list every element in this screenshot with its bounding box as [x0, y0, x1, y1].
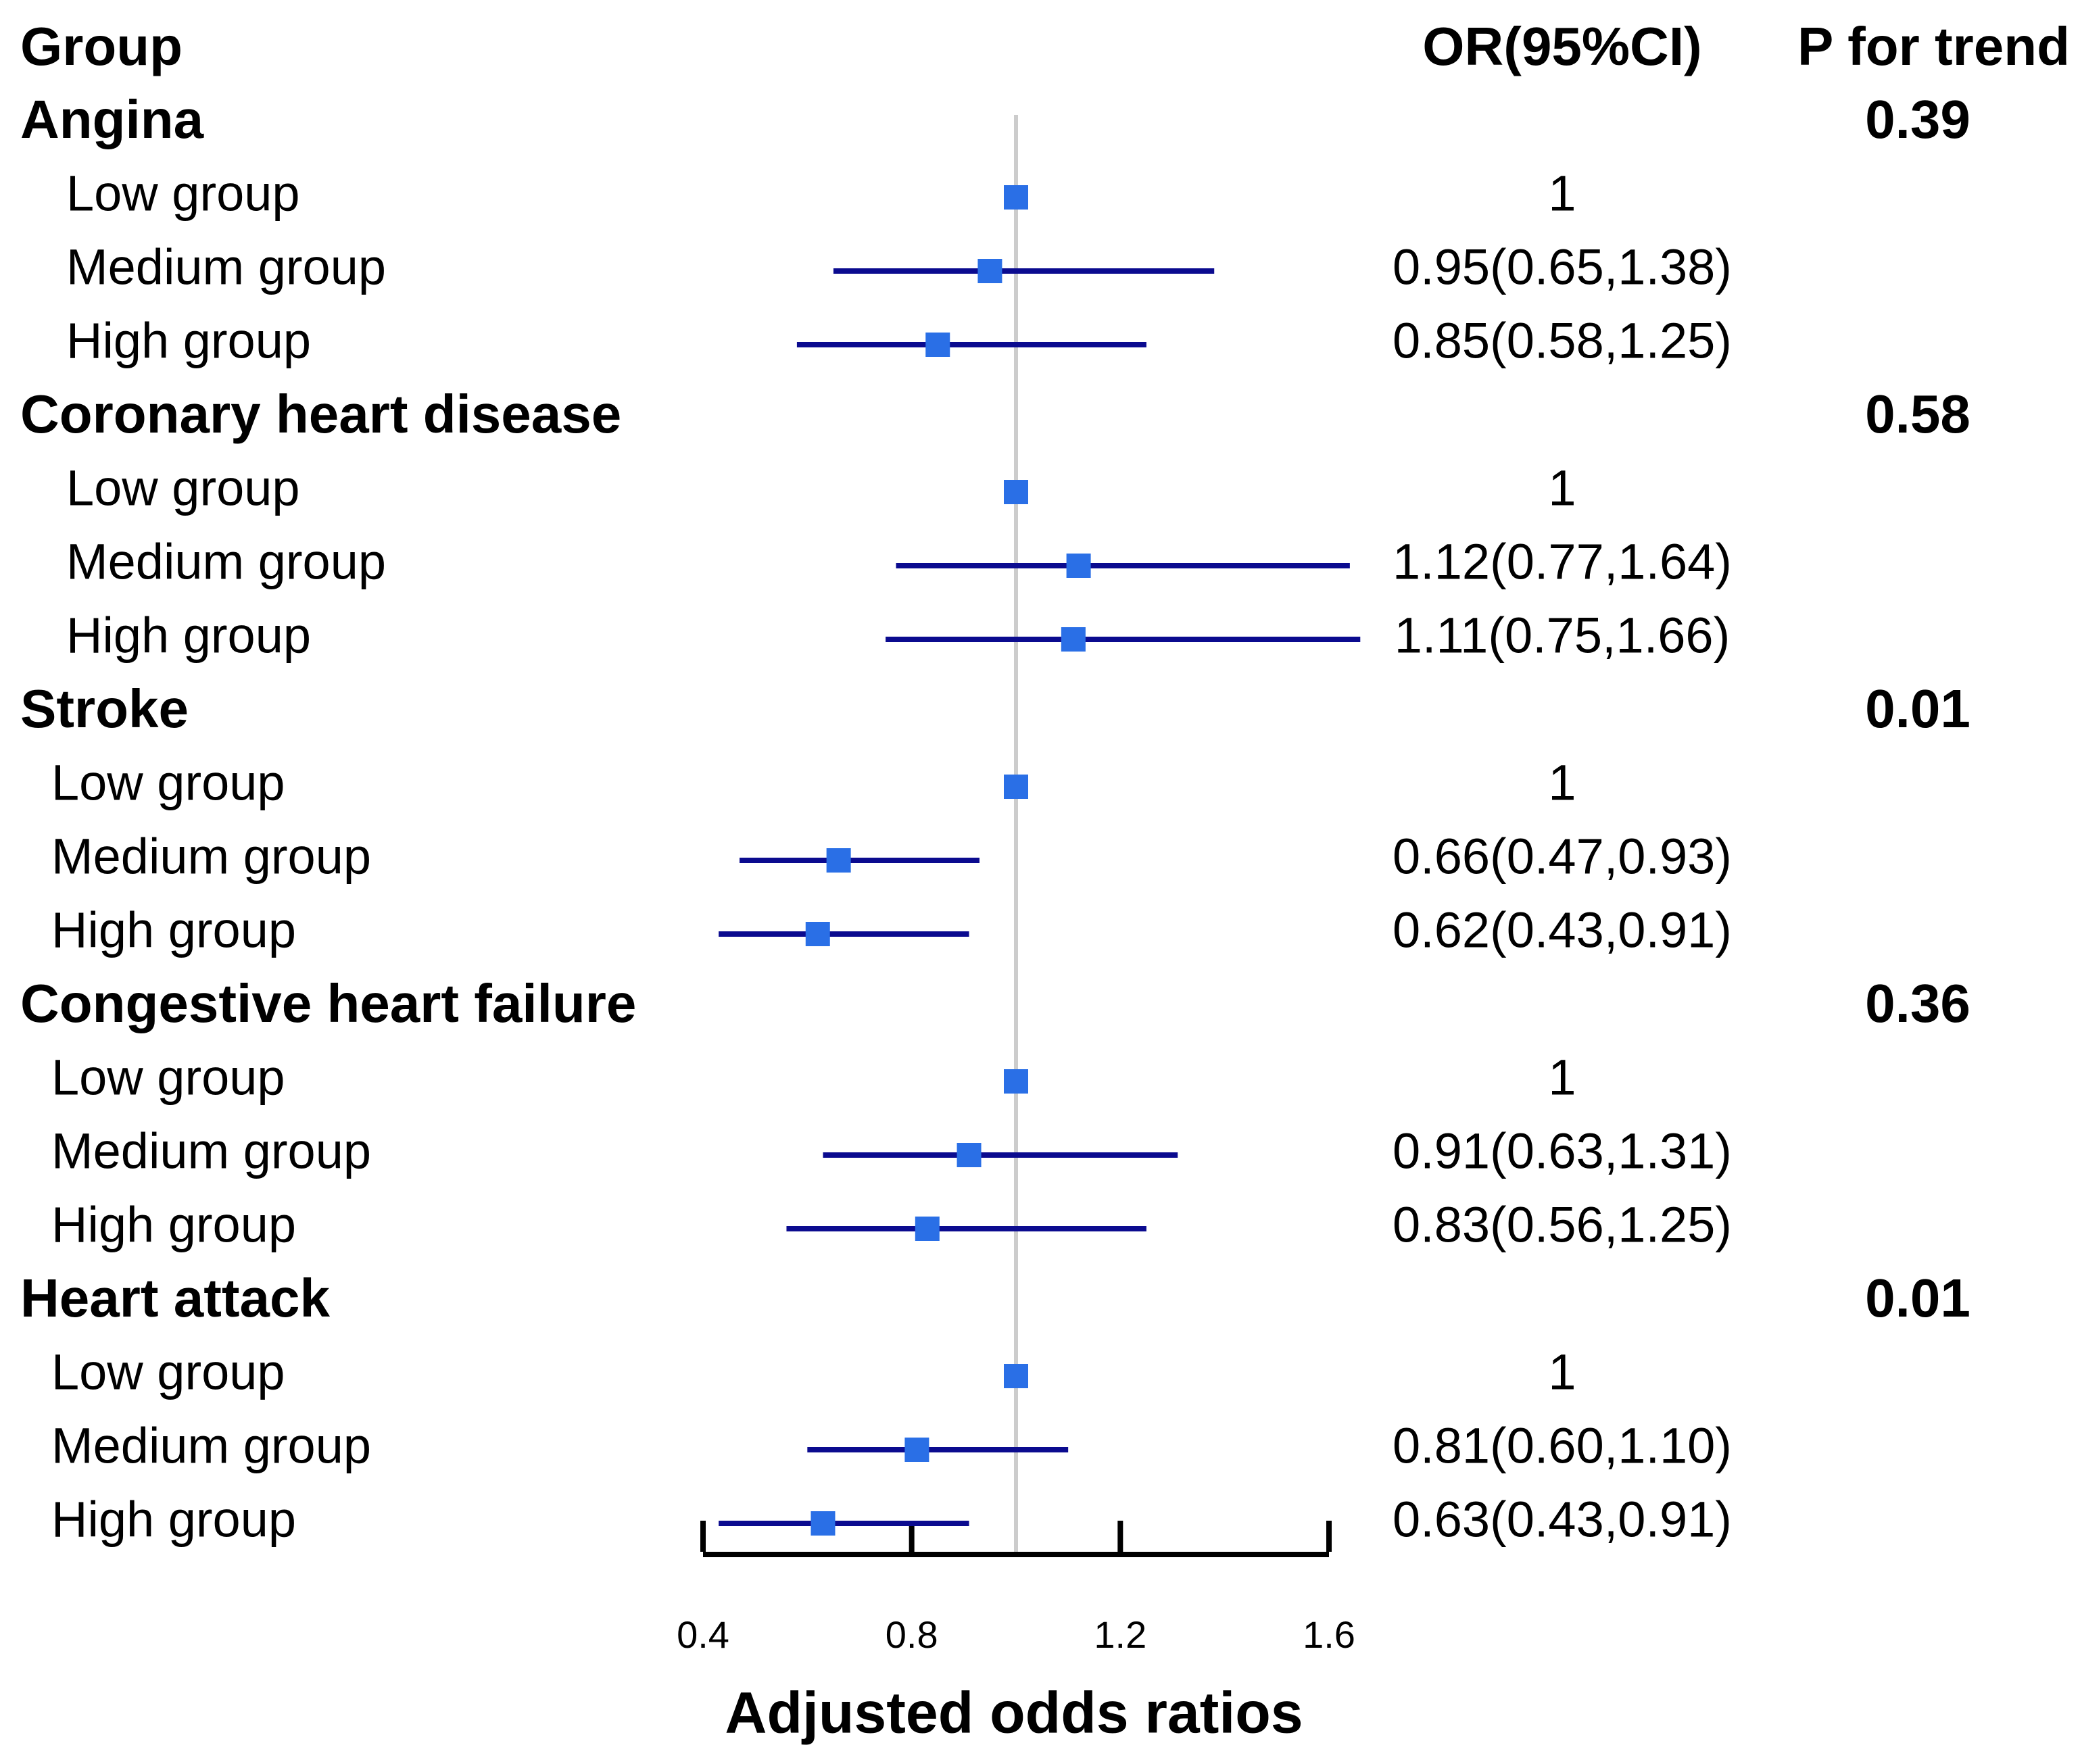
or-marker — [1004, 1069, 1028, 1094]
row-label: Medium group — [51, 1123, 371, 1179]
or-label: 0.85(0.58,1.25) — [1393, 313, 1732, 369]
or-marker — [811, 1511, 836, 1536]
or-marker — [1066, 554, 1091, 578]
or-marker — [904, 1438, 929, 1462]
row-label: Medium group — [51, 829, 371, 885]
row-label: High group — [51, 902, 296, 958]
or-label: 0.62(0.43,0.91) — [1393, 902, 1732, 958]
or-label: 1.11(0.75,1.66) — [1395, 608, 1730, 664]
row-label: High group — [66, 313, 311, 369]
row-label: Low group — [66, 166, 300, 222]
x-tick-label: 0.4 — [677, 1613, 729, 1656]
or-marker — [1004, 185, 1028, 210]
or-label: 1 — [1548, 166, 1576, 222]
or-label: 0.95(0.65,1.38) — [1393, 239, 1732, 295]
or-marker — [805, 922, 830, 946]
or-label: 0.91(0.63,1.31) — [1393, 1123, 1732, 1179]
or-marker — [1004, 775, 1028, 799]
group-label: Heart attack — [20, 1268, 331, 1328]
or-label: 1.12(0.77,1.64) — [1393, 534, 1732, 590]
or-marker — [826, 848, 851, 873]
p-trend: 0.01 — [1865, 1268, 1970, 1328]
group-label: Coronary heart disease — [20, 384, 621, 444]
or-marker — [1061, 627, 1086, 652]
or-label: 0.66(0.47,0.93) — [1393, 829, 1732, 885]
or-label: 1 — [1548, 1050, 1576, 1106]
row-label: Low group — [51, 1344, 285, 1400]
column-header: OR(95%CI) — [1422, 16, 1701, 76]
row-label: Medium group — [51, 1418, 371, 1474]
row-label: Medium group — [66, 239, 386, 295]
or-marker — [957, 1143, 982, 1167]
or-label: 0.81(0.60,1.10) — [1393, 1418, 1732, 1474]
or-marker — [915, 1217, 940, 1241]
or-label: 1 — [1548, 755, 1576, 811]
row-label: Low group — [66, 460, 300, 516]
row-label: High group — [66, 608, 311, 664]
or-marker — [1004, 480, 1028, 504]
or-marker — [1004, 1364, 1028, 1388]
p-trend: 0.01 — [1865, 679, 1970, 739]
group-label: Angina — [20, 89, 204, 149]
x-axis-label: Adjusted odds ratios — [725, 1681, 1303, 1746]
row-label: High group — [51, 1492, 296, 1548]
or-label: 0.83(0.56,1.25) — [1393, 1197, 1732, 1253]
x-tick-label: 0.8 — [886, 1613, 938, 1656]
or-label: 1 — [1548, 460, 1576, 516]
row-label: Low group — [51, 755, 285, 811]
or-label: 1 — [1548, 1344, 1576, 1400]
or-label: 0.63(0.43,0.91) — [1393, 1492, 1732, 1548]
p-trend: 0.39 — [1865, 89, 1970, 149]
p-trend: 0.36 — [1865, 973, 1970, 1033]
p-trend: 0.58 — [1865, 384, 1970, 444]
group-label: Congestive heart failure — [20, 973, 636, 1033]
or-marker — [925, 333, 950, 357]
x-tick-label: 1.6 — [1303, 1613, 1355, 1656]
group-label: Stroke — [20, 679, 189, 739]
row-label: Low group — [51, 1050, 285, 1106]
or-marker — [977, 259, 1002, 283]
column-header: Group — [20, 16, 183, 76]
row-label: High group — [51, 1197, 296, 1253]
column-header: P for trend — [1797, 16, 2070, 76]
row-label: Medium group — [66, 534, 386, 590]
x-tick-label: 1.2 — [1094, 1613, 1146, 1656]
